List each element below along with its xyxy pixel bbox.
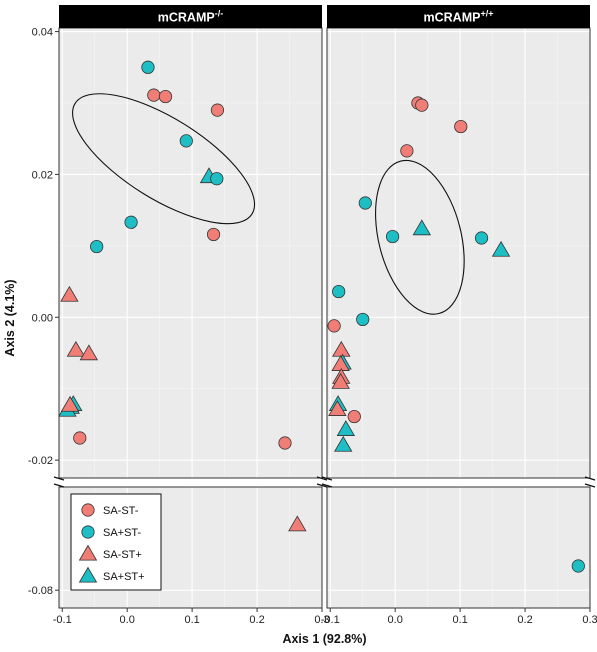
axis-break-mark [584,483,596,488]
data-point-SA-ST- [415,98,429,112]
confidence-ellipse [72,93,256,225]
panel-title: mCRAMP-/- [158,9,223,25]
data-point-SA-ST- [278,436,292,450]
panel-background-upper [59,28,322,478]
data-point-SA-ST+ [328,400,347,416]
axis-break-mark [316,476,328,481]
data-point-SA+ST- [141,60,155,74]
panels-layer: mCRAMP-/- mCRAMP+/+ [58,5,591,609]
panel-2: mCRAMP+/+ [326,5,591,609]
data-point-SA+ST- [385,229,400,244]
data-point-SA+ST+ [336,420,356,436]
data-point-SA+ST- [474,231,489,245]
data-point-SA-ST+ [66,340,86,357]
panel-1: mCRAMP-/- [58,5,323,609]
panel-border-lower [326,486,591,609]
panel-title-superscript: -/- [215,9,224,19]
data-point-SA-ST- [73,431,87,445]
panel-title-base: mCRAMP [158,11,215,25]
data-point-SA-ST+ [79,344,99,361]
x-tick-label: 0.0 [388,614,403,626]
y-tick-label: 0.00 [32,312,53,324]
panel-title-base: mCRAMP [424,11,481,25]
data-point-SA-ST- [206,227,221,242]
data-point-SA+ST+ [412,219,432,236]
legend-label: SA+ST- [103,527,142,539]
x-tick-label: 0.3 [582,614,597,626]
legend-key-SA-ST- [81,503,95,517]
data-point-SA+ST+ [491,240,511,257]
data-point-SA+ST- [90,239,104,254]
panel-title: mCRAMP+/+ [424,9,494,25]
data-point-SA-ST- [347,409,361,424]
x-tick-label: 0.1 [184,614,199,626]
y-tick-label: -0.08 [28,585,53,597]
legend-key-SA-ST+ [78,544,98,561]
data-point-SA+ST- [332,284,346,299]
x-tick-label: 0.1 [452,614,467,626]
legend-key-SA+ST+ [78,566,98,583]
data-point-SA-ST+ [288,515,307,532]
data-point-SA+ST- [210,172,224,186]
data-point-SA-ST- [454,119,468,134]
data-point-SA-ST+ [60,285,79,302]
x-tick-label: 0.2 [517,614,532,626]
x-tick-label: 0.0 [120,614,135,626]
data-point-SA-ST+ [331,372,350,389]
axes-layer: -0.1 0.0 0.1 0.2 0.3-0.1 0.0 0.1 0.2 0.3-0.020.0… [28,27,597,626]
legend-label: SA+ST+ [103,571,145,583]
axis-break-mark [321,483,333,488]
data-point-SA-ST+ [60,395,80,412]
x-tick-label: 0.2 [249,614,264,626]
x-tick-label: 0.3 [314,614,329,626]
data-point-SA+ST+ [334,435,353,452]
panel-strip [59,5,322,28]
data-point-SA-ST- [400,144,414,158]
data-point-SA+ST- [571,559,585,573]
axis-break-mark [584,476,596,481]
x-tick-label: -0.1 [53,614,72,626]
data-point-SA-ST- [158,89,173,104]
y-tick-label: -0.02 [28,455,53,467]
panel-strip [327,5,590,28]
axis-break-mark [321,476,333,481]
y-axis-title: Axis 2 (4.1%) [3,279,17,356]
axis-break-mark [53,483,65,488]
y-tick-label: 0.04 [32,27,53,39]
legend-label: SA-ST- [103,505,139,517]
data-point-SA+ST- [356,312,370,327]
legend-key-SA+ST- [81,525,95,539]
panel-title-superscript: +/+ [480,9,493,19]
data-point-SA-ST- [210,103,225,117]
y-tick-label: 0.02 [32,169,53,181]
panel-background-lower [327,487,590,608]
x-tick-label: -0.1 [321,614,340,626]
panel-border-lower [58,486,323,609]
axis-break-mark [53,476,65,481]
legend-label: SA-ST+ [103,549,142,561]
data-point-SA+ST- [124,215,138,229]
data-point-SA+ST- [358,196,372,210]
data-point-SA-ST- [147,88,161,102]
legend: SA-ST- SA+ST- SA-ST+ SA+ST+ [70,493,162,591]
x-axis-title: Axis 1 (92.8%) [282,632,366,646]
panel-background-upper [327,28,590,478]
axis-break-mark [316,483,328,488]
data-point-SA-ST- [327,319,341,333]
data-point-SA+ST- [179,134,193,148]
confidence-ellipse [375,159,465,315]
